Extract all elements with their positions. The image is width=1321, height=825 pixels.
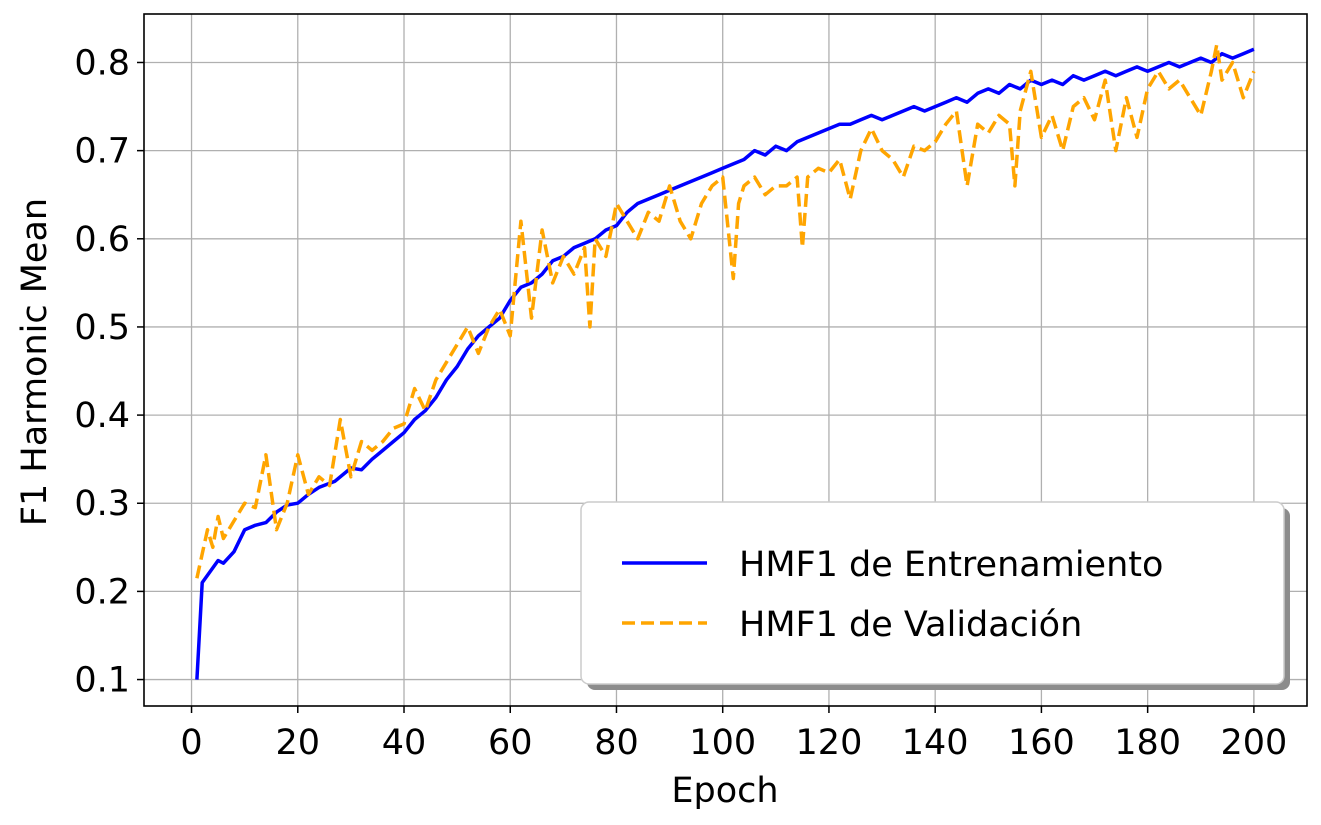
x-tick-label: 20 <box>276 723 321 763</box>
x-tick-label: 160 <box>1008 723 1075 763</box>
y-tick-label: 0.3 <box>74 484 130 524</box>
y-tick-label: 0.1 <box>74 661 130 701</box>
series-line-validation <box>195 43 1256 579</box>
x-tick-label: 40 <box>382 723 427 763</box>
y-axis-title: F1 Harmonic Mean <box>15 198 55 526</box>
y-axis-ticks: 0.1 0.2 0.3 0.4 0.5 0.6 0.7 0.8 <box>74 43 144 701</box>
x-tick-label: 140 <box>902 723 969 763</box>
series-layer <box>195 43 1256 680</box>
y-tick-label: 0.5 <box>74 308 130 348</box>
legend-label-val: HMF1 de Validación <box>739 605 1082 645</box>
legend-box <box>580 501 1285 685</box>
y-tick-label: 0.4 <box>74 396 130 436</box>
legend: HMF1 de Entrenamiento HMF1 de Validación <box>580 501 1290 690</box>
plot-frame <box>143 13 1308 707</box>
x-tick-label: 0 <box>180 723 202 763</box>
legend-label-train: HMF1 de Entrenamiento <box>739 545 1163 585</box>
x-tick-label: 120 <box>796 723 863 763</box>
y-tick-label: 0.2 <box>74 572 130 612</box>
x-tick-label: 60 <box>488 723 533 763</box>
series-line-train <box>195 47 1255 680</box>
y-tick-label: 0.6 <box>74 220 130 260</box>
x-tick-label: 80 <box>594 723 639 763</box>
y-tick-label: 0.8 <box>74 43 130 83</box>
x-tick-label: 200 <box>1220 723 1287 763</box>
x-axis-ticks: 0 20 40 60 80 100 120 140 160 180 200 <box>180 706 1287 763</box>
x-tick-label: 100 <box>689 723 756 763</box>
x-axis-title: Epoch <box>671 771 778 811</box>
x-tick-label: 180 <box>1114 723 1181 763</box>
y-tick-label: 0.7 <box>74 132 130 172</box>
